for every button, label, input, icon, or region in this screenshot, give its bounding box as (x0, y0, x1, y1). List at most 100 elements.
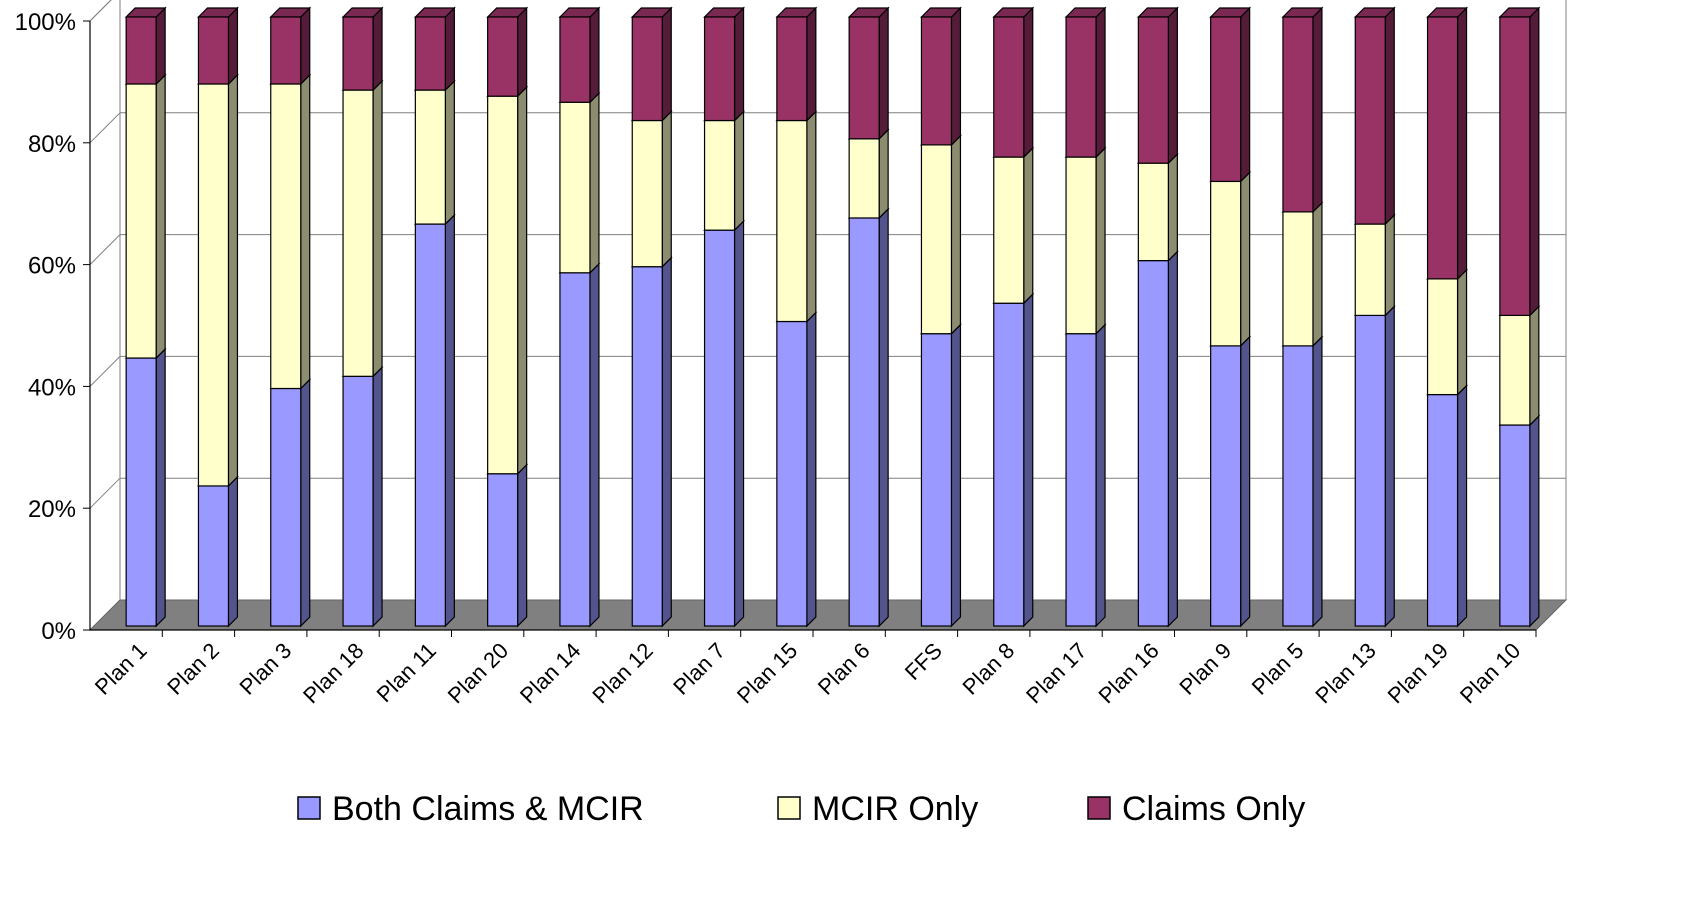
bar-segment-claims-only (775, 6, 818, 122)
gridline-side (89, 0, 112, 22)
bar-side (1456, 384, 1468, 628)
bar-segment-mcir-only (630, 110, 673, 269)
bar-front (1137, 162, 1169, 262)
x-tick-label: FFS (900, 638, 947, 685)
bar-side (1312, 6, 1323, 214)
y-tick-label: 60% (28, 253, 76, 280)
bar-side (733, 6, 745, 122)
bar-front (487, 473, 519, 627)
bar-segment-mcir-only (1426, 268, 1468, 397)
bar-segment-mcir-only (920, 134, 962, 336)
bar-side (1384, 213, 1395, 317)
bar-front (1282, 345, 1314, 627)
bar-segment-both-claims-and-mcir (413, 213, 456, 628)
bar-segment-mcir-only (775, 110, 818, 323)
bar-front (1065, 333, 1097, 627)
bar-side (1095, 146, 1106, 336)
legend-item-both-claims-and-mcir: Both Claims & MCIR (297, 790, 644, 828)
bar-segment-both-claims-and-mcir (775, 311, 818, 628)
bar-side (444, 6, 455, 92)
bar-side (1167, 152, 1178, 263)
bar-front (270, 387, 302, 627)
bar-side (878, 207, 889, 628)
bar-front (920, 16, 953, 146)
bar-side (155, 73, 166, 360)
bar-segment-claims-only (1498, 6, 1541, 317)
gridline-side (89, 356, 121, 387)
legend-swatch (1087, 796, 1111, 820)
x-tick-label: Plan 5 (1247, 638, 1309, 700)
bar-front (703, 229, 736, 627)
bar-segment-both-claims-and-mcir (847, 207, 890, 628)
y-tick-label: 0% (41, 618, 76, 645)
bar-side (372, 365, 383, 628)
bar-segment-both-claims-and-mcir (1426, 384, 1468, 628)
bar-front (776, 16, 808, 122)
x-tick-label: Plan 12 (587, 638, 657, 708)
y-tick-label: 20% (28, 496, 76, 523)
bar-segment-mcir-only (1281, 201, 1324, 348)
bar-side (1312, 335, 1323, 628)
bar-side (1095, 323, 1106, 628)
bar-side (950, 134, 962, 336)
bar-front (342, 16, 374, 91)
bar-side (733, 110, 745, 232)
bar-segment-claims-only (124, 6, 167, 86)
floor (88, 599, 1568, 631)
bar-side (227, 6, 239, 86)
legend-swatch (297, 796, 321, 820)
x-tick-label: Plan 15 (732, 638, 802, 708)
bar-segment-both-claims-and-mcir (920, 323, 962, 628)
bar-side (1456, 268, 1468, 397)
bar-front (414, 89, 446, 225)
bar-side (372, 6, 383, 92)
bar-side (950, 323, 962, 628)
bar-front (1354, 223, 1386, 317)
bar-segment-claims-only (1209, 6, 1252, 183)
bar-side (589, 262, 600, 628)
bar-segment-claims-only (413, 6, 456, 92)
bar-side (155, 6, 166, 86)
x-tick-label: Plan 2 (162, 638, 224, 700)
bar-side (300, 378, 311, 628)
bar-front (848, 138, 880, 219)
bar-segment-mcir-only (703, 110, 745, 232)
bar-side (806, 6, 817, 122)
legend-swatch (777, 796, 801, 820)
bar-segment-both-claims-and-mcir (124, 347, 167, 628)
bar-side (300, 6, 311, 86)
bar-front (559, 16, 591, 103)
y-tick-label: 80% (28, 131, 76, 158)
bar-side (806, 311, 817, 628)
bar-front (848, 16, 880, 140)
bar-front (559, 272, 591, 627)
bar-segment-both-claims-and-mcir (486, 463, 529, 628)
bar-front (1137, 260, 1169, 627)
bar-side (1384, 6, 1395, 226)
bar-segment-mcir-only (486, 85, 529, 476)
bar-front (414, 16, 446, 91)
bar-front (993, 302, 1025, 627)
bar-side (733, 219, 745, 628)
bar-side (950, 6, 962, 147)
bar-side (1023, 146, 1034, 305)
x-tick-label: Plan 7 (668, 638, 730, 700)
bar-front (1282, 16, 1314, 213)
bar-front (1354, 314, 1386, 627)
bar-front (703, 119, 736, 231)
bar-side (878, 128, 889, 220)
bar-segment-mcir-only (1498, 304, 1541, 427)
bar-segment-mcir-only (992, 146, 1035, 305)
axes (83, 20, 1537, 637)
x-tick-labels: Plan 1 Plan 2 Plan 3 Plan 18 Plan 11 Plan 20 P… (90, 638, 1525, 708)
bar-front (270, 83, 302, 390)
bar-front (776, 119, 808, 323)
bar-front (993, 16, 1025, 158)
bar-front (1426, 16, 1459, 280)
bar-segment-claims-only (1064, 6, 1107, 159)
bar-side (227, 475, 239, 628)
bar-segment-both-claims-and-mcir (269, 378, 312, 628)
bar-front (631, 266, 663, 627)
gridline-side (89, 234, 121, 265)
